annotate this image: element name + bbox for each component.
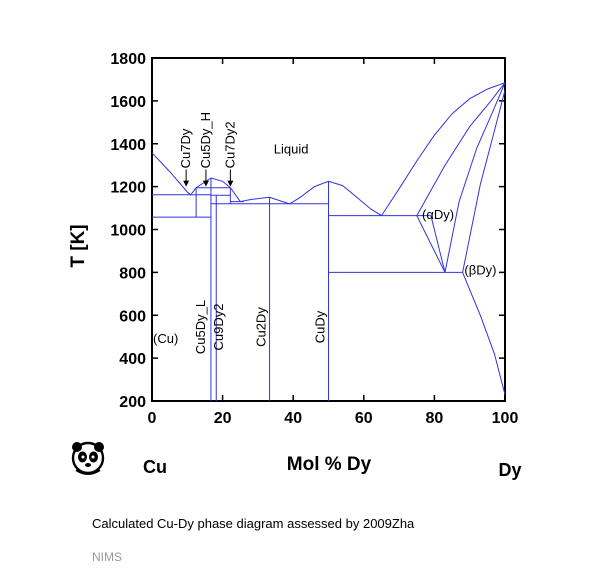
y-tick-label-0: 200 bbox=[119, 394, 146, 411]
curve-beta_solvus bbox=[462, 272, 506, 395]
y-tick-label-2: 600 bbox=[119, 308, 146, 325]
figure-caption: Calculated Cu-Dy phase diagram assessed … bbox=[92, 516, 415, 531]
y-tick-label-1: 400 bbox=[119, 351, 146, 368]
region-label-beta_dy: (βDy) bbox=[464, 263, 496, 278]
y-axis-label: T [K] bbox=[68, 224, 89, 267]
compound-arrowhead-1 bbox=[202, 180, 209, 187]
phase-labels: Liquid (Cu) (αDy) (βDy) Cu7Dy Cu5Dy_H Cu7Dy2 Cu… bbox=[153, 112, 496, 354]
x-tick-label-2: 40 bbox=[284, 410, 302, 427]
x-tick-label-1: 20 bbox=[214, 410, 232, 427]
x-tick-label-0: 0 bbox=[148, 410, 157, 427]
x-tick-label-4: 80 bbox=[426, 410, 444, 427]
y-tick-label-5: 1200 bbox=[110, 180, 146, 197]
compound-label-3: Cu5Dy_L bbox=[193, 300, 208, 354]
curve-beta_alpha_right bbox=[462, 90, 506, 273]
curve-alpha_solvus_upper bbox=[416, 215, 446, 273]
compound-label-6: CuDy bbox=[313, 310, 328, 343]
y-tick-label-7: 1600 bbox=[110, 94, 146, 111]
curve-dy_solidus_alpha bbox=[416, 82, 506, 216]
panda-icon bbox=[71, 441, 105, 475]
y-tick-label-4: 1000 bbox=[110, 223, 146, 240]
x-tick-label-3: 60 bbox=[355, 410, 373, 427]
y-tick-label-3: 800 bbox=[119, 265, 146, 282]
x-axis-label: Mol % Dy bbox=[287, 454, 372, 475]
y-tick-label-6: 1400 bbox=[110, 137, 146, 154]
phase-boundaries bbox=[151, 82, 506, 401]
right-element-label: Dy bbox=[498, 460, 521, 480]
source-label: NIMS bbox=[92, 550, 122, 564]
compound-label-1: Cu5Dy_H bbox=[198, 112, 213, 168]
curve-liquidus bbox=[151, 82, 506, 217]
compound-label-2: Cu7Dy2 bbox=[222, 121, 237, 168]
compound-arrowhead-2 bbox=[227, 180, 234, 187]
axes: 200 400 600 800 1000 1200 1400 1600 1800 0 20 40 60 8… bbox=[110, 51, 518, 427]
compound-label-0: Cu7Dy bbox=[178, 128, 193, 168]
compound-arrowhead-0 bbox=[183, 180, 190, 187]
left-element-label: Cu bbox=[143, 457, 167, 477]
x-tick-label-5: 100 bbox=[492, 410, 519, 427]
curve-alpha_solvus_lower bbox=[430, 215, 446, 273]
compound-label-5: Cu2Dy bbox=[254, 307, 269, 347]
region-label-alpha_dy: (αDy) bbox=[422, 207, 454, 222]
region-label-cu: (Cu) bbox=[153, 331, 178, 346]
curve-beta_alpha_left bbox=[444, 82, 506, 273]
y-tick-label-8: 1800 bbox=[110, 51, 146, 68]
compound-label-4: Cu9Dy2 bbox=[211, 304, 226, 351]
region-label-liquid: Liquid bbox=[274, 141, 309, 156]
